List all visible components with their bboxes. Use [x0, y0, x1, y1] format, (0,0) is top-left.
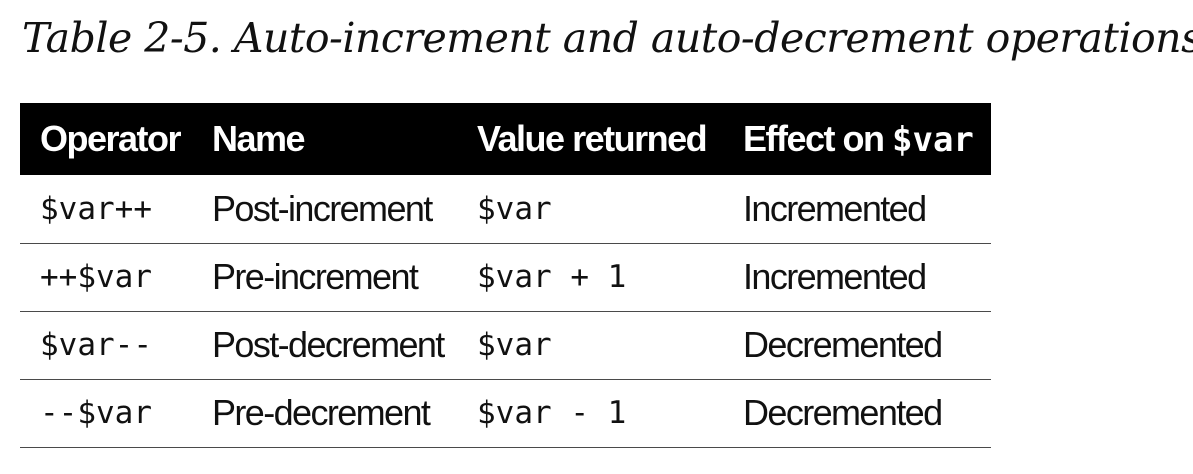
table-caption: Table 2-5. Auto-increment and auto-decre… [22, 14, 1193, 62]
header-name: Name [212, 118, 306, 159]
effect-cell: Incremented [743, 187, 927, 229]
value-cell: $var [477, 327, 552, 363]
header-operator: Operator [40, 118, 182, 159]
effect-cell: Incremented [743, 256, 927, 297]
table-row: $var++ Post-increment $var Incremented [20, 175, 991, 243]
name-cell: Post-decrement [212, 324, 445, 365]
table-row: ++$var Pre-increment $var + 1 Incremente… [20, 243, 991, 311]
operator-cell: $var-- [40, 327, 152, 363]
table-header: Operator Name Value returned Effect on $… [20, 103, 991, 175]
operator-cell: $var++ [40, 190, 152, 227]
operator-cell: ++$var [40, 259, 152, 295]
table-body: $var++ Post-increment $var Incremented +… [20, 175, 991, 447]
header-effect-label: Effect on [743, 118, 893, 159]
effect-cell: Decremented [743, 392, 943, 433]
value-cell: $var - 1 [477, 395, 627, 431]
header-value-returned: Value returned [477, 118, 708, 159]
header-effect: Effect on $var [723, 103, 991, 175]
name-cell: Pre-decrement [212, 392, 431, 433]
header-effect-code: $var [892, 120, 974, 160]
header-row: Operator Name Value returned Effect on $… [20, 103, 991, 175]
table-row: --$var Pre-decrement $var - 1 Decremente… [20, 379, 991, 447]
operator-cell: --$var [40, 395, 152, 431]
effect-cell: Decremented [743, 324, 943, 365]
table-row: $var-- Post-decrement $var Decremented [20, 311, 991, 379]
operators-table: Operator Name Value returned Effect on $… [20, 103, 991, 448]
value-cell: $var [477, 190, 552, 227]
name-cell: Pre-increment [212, 256, 419, 297]
value-cell: $var + 1 [477, 259, 627, 295]
name-cell: Post-increment [212, 187, 433, 229]
